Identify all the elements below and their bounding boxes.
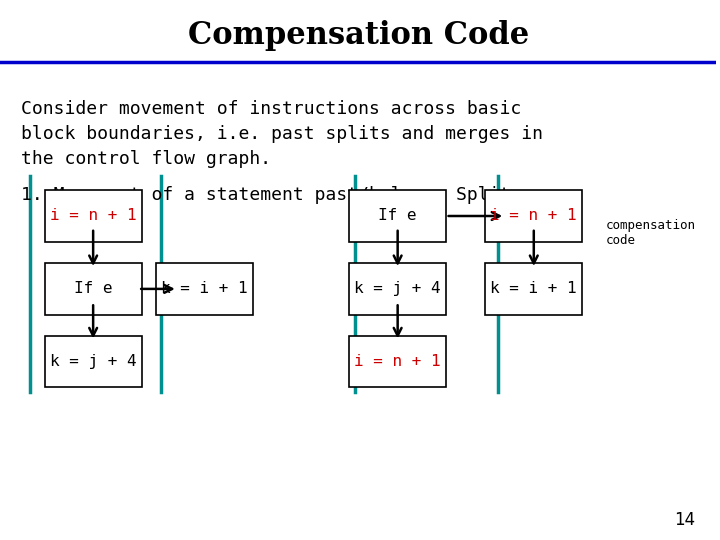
FancyBboxPatch shape — [485, 263, 582, 314]
FancyBboxPatch shape — [485, 191, 582, 241]
Text: 1. Movement of a statement past/below a Split:: 1. Movement of a statement past/below a … — [22, 186, 522, 204]
Text: i = n + 1: i = n + 1 — [50, 208, 137, 224]
FancyBboxPatch shape — [349, 263, 446, 314]
FancyBboxPatch shape — [45, 191, 142, 241]
FancyBboxPatch shape — [349, 191, 446, 241]
FancyBboxPatch shape — [45, 263, 142, 314]
Text: compensation
code: compensation code — [606, 219, 696, 247]
Text: If e: If e — [74, 281, 112, 296]
Text: i = n + 1: i = n + 1 — [490, 208, 577, 224]
Text: k = i + 1: k = i + 1 — [161, 281, 248, 296]
Text: k = i + 1: k = i + 1 — [490, 281, 577, 296]
FancyBboxPatch shape — [349, 336, 446, 388]
Text: If e: If e — [379, 208, 417, 224]
FancyBboxPatch shape — [156, 263, 253, 314]
Text: 14: 14 — [674, 511, 695, 529]
Text: Compensation Code: Compensation Code — [188, 19, 529, 51]
Text: k = j + 4: k = j + 4 — [354, 281, 441, 296]
Text: i = n + 1: i = n + 1 — [354, 354, 441, 369]
Text: k = j + 4: k = j + 4 — [50, 354, 137, 369]
Text: Consider movement of instructions across basic
block boundaries, i.e. past split: Consider movement of instructions across… — [22, 100, 544, 168]
FancyBboxPatch shape — [45, 336, 142, 388]
